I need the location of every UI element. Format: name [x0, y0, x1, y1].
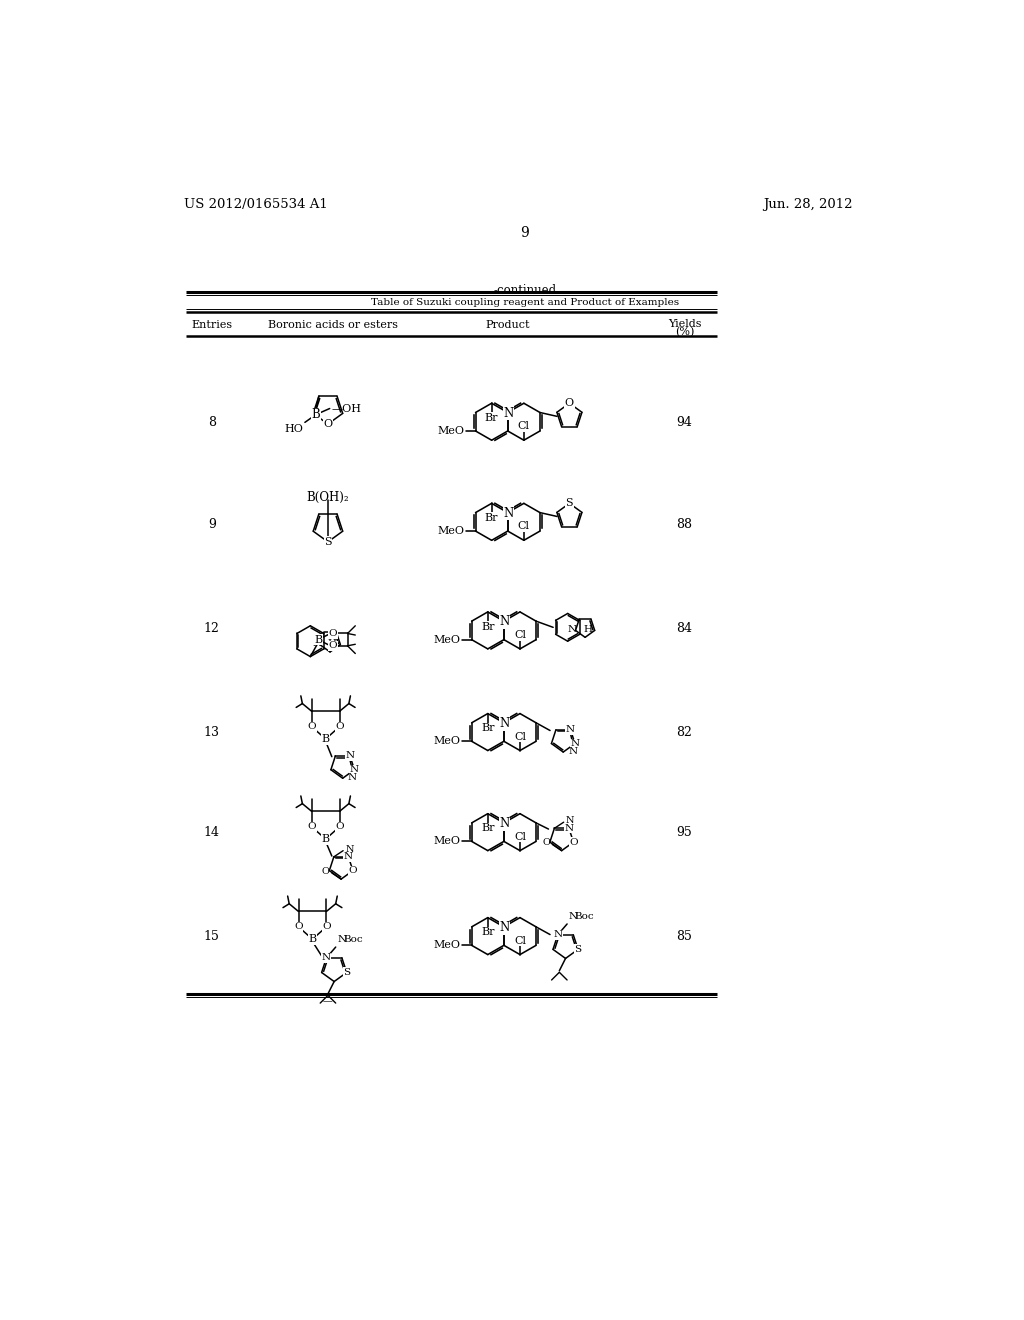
- Text: O: O: [322, 867, 330, 876]
- Text: O: O: [324, 418, 333, 429]
- Text: H: H: [328, 639, 337, 648]
- Text: 94: 94: [677, 416, 692, 429]
- Text: Br: Br: [485, 413, 499, 422]
- Text: N: N: [348, 774, 356, 781]
- Text: N: N: [337, 935, 346, 944]
- Text: Yields: Yields: [668, 318, 701, 329]
- Text: —OH: —OH: [332, 404, 362, 413]
- Text: 9: 9: [520, 226, 529, 240]
- Text: S: S: [574, 945, 582, 954]
- Text: N: N: [345, 751, 354, 760]
- Text: N: N: [570, 739, 580, 748]
- Text: O: O: [323, 923, 331, 932]
- Text: Cl: Cl: [518, 421, 529, 432]
- Text: MeO: MeO: [437, 426, 465, 436]
- Text: N: N: [568, 747, 578, 756]
- Text: (%): (%): [675, 327, 694, 338]
- Text: -continued: -continued: [494, 284, 556, 297]
- Text: US 2012/0165534 A1: US 2012/0165534 A1: [183, 198, 328, 211]
- Text: N: N: [500, 717, 510, 730]
- Text: O: O: [565, 399, 574, 408]
- Text: S: S: [565, 499, 573, 508]
- Text: 82: 82: [677, 726, 692, 739]
- Text: S: S: [343, 968, 350, 977]
- Text: 8: 8: [208, 416, 216, 429]
- Text: O: O: [335, 722, 344, 731]
- Text: Boc: Boc: [574, 912, 595, 921]
- Text: H: H: [583, 626, 592, 635]
- Text: O: O: [329, 642, 337, 651]
- Text: Cl: Cl: [514, 832, 526, 842]
- Text: MeO: MeO: [434, 737, 461, 746]
- Text: N: N: [344, 853, 353, 862]
- Text: —: —: [324, 997, 333, 1006]
- Text: B: B: [314, 635, 323, 644]
- Text: 84: 84: [677, 622, 692, 635]
- Text: Br: Br: [485, 513, 499, 523]
- Text: 85: 85: [677, 929, 692, 942]
- Text: O: O: [294, 923, 303, 932]
- Text: Cl: Cl: [514, 630, 526, 640]
- Text: O: O: [307, 722, 316, 731]
- Text: B: B: [322, 834, 330, 843]
- Text: O: O: [335, 822, 344, 832]
- Text: N: N: [500, 615, 510, 628]
- Text: Cl: Cl: [514, 731, 526, 742]
- Text: N: N: [564, 824, 573, 833]
- Text: Product: Product: [485, 321, 530, 330]
- Text: N: N: [553, 931, 562, 940]
- Text: Br: Br: [481, 824, 495, 833]
- Text: N: N: [567, 626, 577, 635]
- Text: N: N: [568, 912, 578, 921]
- Text: N: N: [500, 817, 510, 830]
- Text: N: N: [566, 725, 575, 734]
- Text: O: O: [348, 866, 357, 875]
- Text: Table of Suzuki coupling reagent and Product of Examples: Table of Suzuki coupling reagent and Pro…: [371, 298, 679, 306]
- Text: O: O: [569, 838, 578, 846]
- Text: MeO: MeO: [434, 837, 461, 846]
- Text: N: N: [500, 921, 510, 935]
- Text: N: N: [322, 953, 331, 962]
- Text: 88: 88: [677, 517, 692, 531]
- Text: Br: Br: [481, 723, 495, 733]
- Text: MeO: MeO: [437, 527, 465, 536]
- Text: 13: 13: [204, 726, 220, 739]
- Text: Br: Br: [481, 927, 495, 937]
- Text: N: N: [345, 845, 354, 854]
- Text: O: O: [542, 838, 550, 847]
- Text: O: O: [329, 630, 337, 638]
- Text: MeO: MeO: [434, 635, 461, 644]
- Text: MeO: MeO: [434, 940, 461, 950]
- Text: Jun. 28, 2012: Jun. 28, 2012: [764, 198, 853, 211]
- Text: 14: 14: [204, 825, 220, 838]
- Text: 15: 15: [204, 929, 219, 942]
- Text: 95: 95: [677, 825, 692, 838]
- Text: B(OH)₂: B(OH)₂: [306, 491, 349, 504]
- Text: S: S: [325, 537, 332, 546]
- Text: B: B: [311, 408, 321, 421]
- Text: O: O: [307, 822, 316, 832]
- Text: N: N: [312, 639, 322, 648]
- Text: Cl: Cl: [514, 936, 526, 945]
- Text: Cl: Cl: [518, 521, 529, 532]
- Text: HO: HO: [285, 424, 303, 434]
- Text: N: N: [350, 766, 359, 775]
- Text: N: N: [504, 407, 514, 420]
- Text: 9: 9: [208, 517, 216, 531]
- Text: Boronic acids or esters: Boronic acids or esters: [268, 321, 398, 330]
- Text: Br: Br: [481, 622, 495, 631]
- Text: Boc: Boc: [343, 935, 364, 944]
- Text: N: N: [566, 816, 574, 825]
- Text: B: B: [322, 734, 330, 744]
- Text: B: B: [308, 935, 316, 944]
- Text: N: N: [504, 507, 514, 520]
- Text: Entries: Entries: [191, 321, 232, 330]
- Text: 12: 12: [204, 622, 219, 635]
